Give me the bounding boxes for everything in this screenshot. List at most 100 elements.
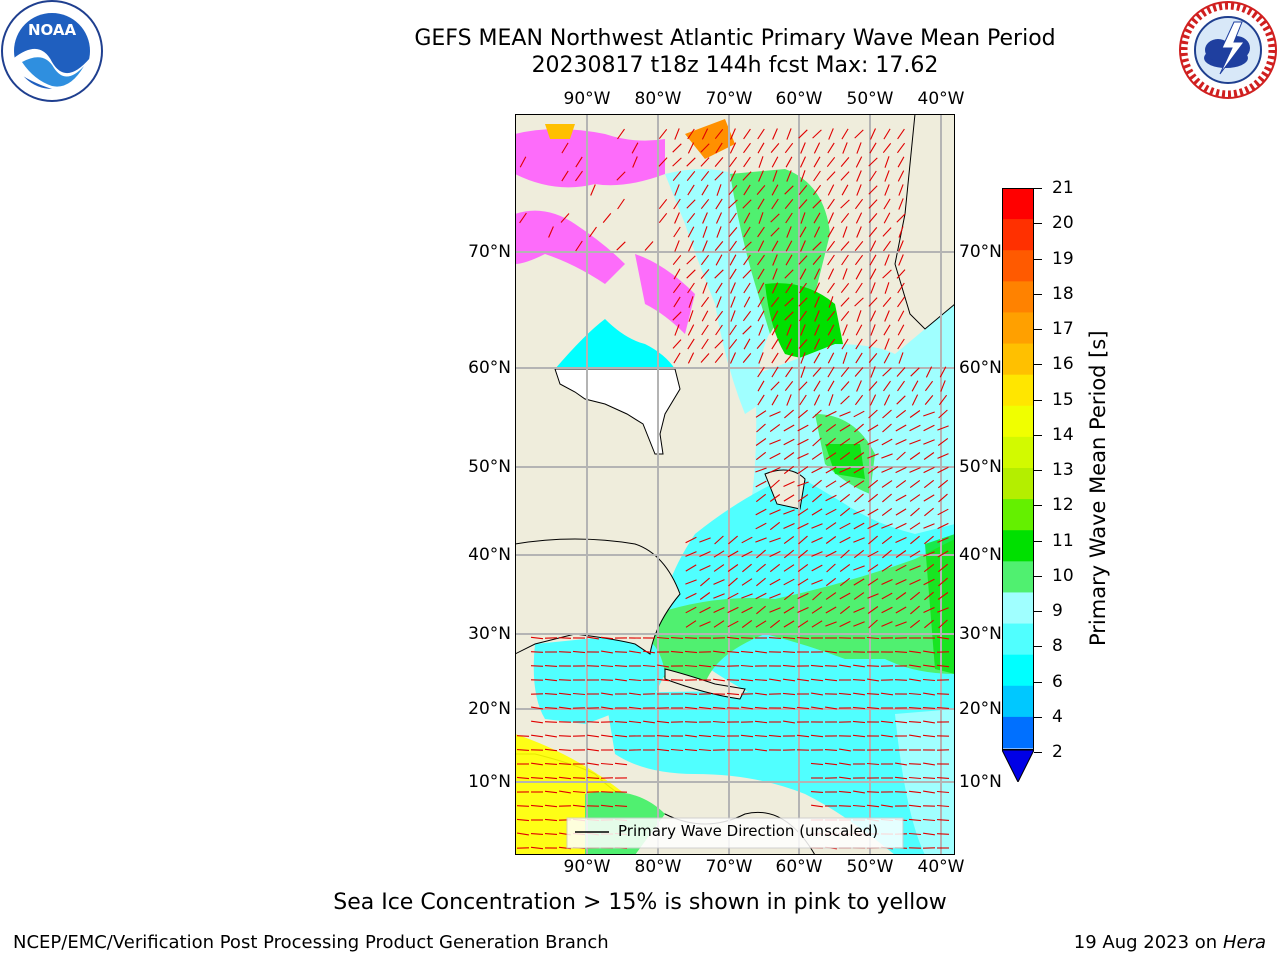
wave-direction-arrow bbox=[839, 522, 851, 530]
wave-direction-arrow bbox=[798, 549, 808, 559]
wave-direction-arrow bbox=[700, 157, 710, 167]
lon-label-bottom: 50°W bbox=[846, 857, 894, 877]
colorbar-segment bbox=[1002, 530, 1034, 562]
wave-direction-arrow bbox=[936, 833, 950, 835]
wave-direction-arrow bbox=[867, 439, 879, 445]
wave-direction-arrow bbox=[572, 650, 586, 654]
wave-direction-arrow bbox=[530, 833, 544, 835]
wave-direction-arrow bbox=[936, 804, 950, 808]
wave-direction-arrow bbox=[825, 410, 837, 418]
wave-direction-arrow bbox=[559, 790, 571, 794]
wave-direction-arrow bbox=[937, 437, 949, 447]
wave-direction-arrow bbox=[825, 480, 837, 488]
wave-direction-arrow bbox=[868, 157, 878, 167]
wave-direction-arrow bbox=[771, 198, 779, 210]
wave-direction-arrow bbox=[840, 381, 850, 391]
lon-label-top: 90°W bbox=[563, 89, 611, 109]
wave-direction-arrow bbox=[895, 494, 907, 502]
wave-direction-arrow bbox=[883, 380, 891, 392]
wave-direction-arrow bbox=[684, 748, 698, 752]
colorbar-segment bbox=[1002, 499, 1034, 531]
colorbar-tick-label: 11 bbox=[1052, 530, 1074, 551]
wave-direction-arrow bbox=[909, 467, 921, 473]
wave-direction-arrow bbox=[938, 394, 948, 406]
wave-direction-arrow bbox=[852, 679, 866, 681]
wave-direction-arrow bbox=[755, 620, 767, 628]
wave-direction-arrow bbox=[673, 226, 681, 238]
wave-direction-arrow bbox=[813, 212, 821, 224]
wave-direction-arrow bbox=[755, 650, 767, 654]
lon-label-top: 50°W bbox=[846, 89, 894, 109]
wave-direction-arrow bbox=[853, 537, 865, 543]
footer-branch: NCEP/EMC/Verification Post Processing Pr… bbox=[13, 932, 609, 953]
wave-direction-arrow bbox=[757, 240, 765, 252]
wave-direction-arrow bbox=[600, 636, 614, 640]
wave-direction-arrow bbox=[656, 720, 670, 724]
wave-direction-arrow bbox=[688, 296, 694, 308]
lon-label-bottom: 60°W bbox=[775, 857, 823, 877]
wave-direction-arrow bbox=[881, 734, 893, 738]
wave-direction-arrow bbox=[615, 678, 627, 682]
wave-direction-arrow bbox=[544, 833, 558, 835]
wave-direction-arrow bbox=[786, 324, 792, 336]
wave-direction-arrow bbox=[701, 184, 709, 196]
wave-direction-arrow bbox=[772, 128, 778, 140]
lat-label-left: 70°N bbox=[468, 242, 511, 262]
noaa-logo: NOAA bbox=[0, 0, 104, 104]
wave-direction-arrow bbox=[755, 410, 767, 418]
wave-direction-arrow bbox=[742, 171, 752, 181]
wave-direction-arrow bbox=[770, 479, 780, 489]
wave-direction-arrow bbox=[797, 466, 809, 474]
wave-direction-arrow bbox=[757, 296, 765, 308]
wave-direction-arrow bbox=[687, 282, 695, 294]
wave-direction-arrow bbox=[841, 338, 849, 350]
wave-direction-arrow bbox=[575, 170, 583, 182]
wave-direction-arrow bbox=[881, 523, 893, 529]
wave-direction-arrow bbox=[895, 409, 907, 419]
wave-direction-arrow bbox=[684, 721, 698, 723]
wave-direction-arrow bbox=[602, 213, 612, 223]
wave-direction-arrow bbox=[684, 693, 698, 695]
wave-direction-arrow bbox=[785, 212, 793, 224]
wave-direction-arrow bbox=[698, 706, 712, 710]
wave-direction-arrow bbox=[685, 592, 697, 600]
wave-direction-arrow bbox=[826, 437, 836, 447]
wave-direction-arrow bbox=[519, 212, 527, 224]
colorbar-tick bbox=[1034, 223, 1042, 225]
wave-direction-arrow bbox=[714, 157, 724, 167]
wave-direction-arrow bbox=[785, 282, 793, 294]
wave-direction-arrow bbox=[672, 170, 682, 182]
footer-host: Hera bbox=[1222, 932, 1266, 953]
wave-direction-arrow bbox=[617, 198, 625, 210]
wave-direction-arrow bbox=[561, 170, 569, 182]
wave-direction-arrow bbox=[855, 338, 863, 350]
wave-direction-arrow bbox=[799, 394, 807, 406]
wave-direction-arrow bbox=[786, 128, 792, 140]
wave-direction-arrow bbox=[783, 494, 795, 502]
colorbar-tick bbox=[1034, 329, 1042, 330]
wave-direction-arrow bbox=[673, 198, 681, 210]
wave-direction-arrow bbox=[853, 592, 865, 600]
wave-direction-arrow bbox=[813, 226, 821, 238]
wave-direction-arrow bbox=[881, 578, 893, 586]
wave-direction-arrow bbox=[714, 171, 724, 181]
wave-direction-arrow bbox=[923, 664, 935, 668]
wave-direction-arrow bbox=[797, 620, 809, 628]
wave-direction-arrow bbox=[853, 509, 865, 515]
wave-direction-arrow bbox=[715, 142, 723, 154]
wave-direction-arrow bbox=[936, 707, 950, 709]
wave-direction-arrow bbox=[699, 565, 711, 571]
wave-direction-arrow bbox=[896, 395, 906, 405]
wave-direction-arrow bbox=[517, 832, 529, 836]
wave-direction-arrow bbox=[558, 763, 572, 765]
wave-direction-arrow bbox=[544, 707, 558, 709]
wave-direction-arrow bbox=[937, 563, 949, 573]
sea-ice-note: Sea Ice Concentration > 15% is shown in … bbox=[333, 890, 947, 915]
wave-direction-arrow bbox=[714, 339, 724, 349]
wave-direction-arrow bbox=[757, 128, 765, 140]
wave-direction-arrow bbox=[757, 268, 765, 280]
wave-direction-arrow bbox=[799, 282, 807, 294]
wave-direction-arrow bbox=[839, 577, 851, 587]
wave-direction-arrow bbox=[825, 423, 837, 433]
wave-direction-arrow bbox=[839, 563, 851, 573]
